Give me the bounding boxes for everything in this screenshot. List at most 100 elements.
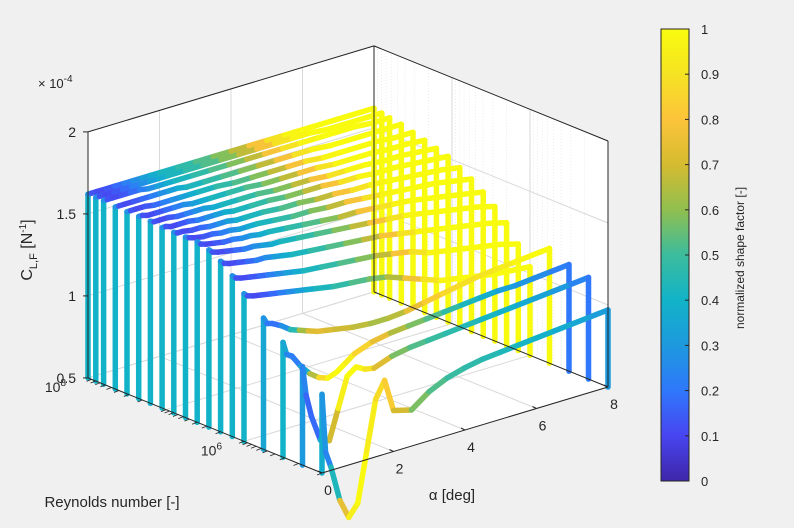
y-minor-tick xyxy=(250,445,257,449)
series-segment xyxy=(332,155,356,167)
series-segment xyxy=(404,137,428,147)
series-segment xyxy=(373,201,397,211)
series-segment xyxy=(248,197,273,209)
series-segment xyxy=(415,145,440,155)
series-segment xyxy=(338,144,363,155)
series-segment xyxy=(219,168,244,180)
colorbar-tick-label: 0.7 xyxy=(701,158,719,173)
y-minor-tick xyxy=(293,463,299,466)
series-segment xyxy=(389,344,413,359)
series-segment xyxy=(254,217,278,227)
series-segment xyxy=(164,167,188,179)
series-segment xyxy=(337,208,361,220)
y-minor-tick xyxy=(246,444,252,447)
series-segment xyxy=(213,179,237,190)
series-segment xyxy=(335,110,359,122)
series-segment xyxy=(320,149,345,161)
series-segment xyxy=(261,175,285,187)
series-segment xyxy=(350,150,374,162)
series-segment xyxy=(210,148,234,160)
series-segment xyxy=(156,164,181,176)
series-segment xyxy=(396,228,420,237)
series-segment xyxy=(237,162,262,174)
series-segment xyxy=(192,153,216,165)
series-segment xyxy=(225,156,250,168)
y-minor-tick xyxy=(279,457,285,461)
series-segment xyxy=(439,282,463,297)
series-segment xyxy=(303,154,327,164)
series-segment xyxy=(348,276,372,286)
x-tick-label: 2 xyxy=(396,461,404,477)
series-segment xyxy=(243,151,268,162)
series-segment xyxy=(439,164,463,173)
series-segment xyxy=(307,244,331,254)
series-segment xyxy=(426,193,451,201)
series-segment xyxy=(349,181,374,193)
series-segment xyxy=(459,295,483,308)
y-minor-tick xyxy=(100,384,106,388)
series-segment xyxy=(444,191,469,199)
series-segment xyxy=(391,161,416,171)
series-segment xyxy=(327,137,351,149)
series-segment xyxy=(200,157,224,168)
series-segment xyxy=(313,227,337,237)
x-tick-mark xyxy=(603,384,609,388)
series-segment xyxy=(303,392,315,420)
y-minor-tick xyxy=(113,390,120,393)
series-segment xyxy=(530,268,554,282)
series-segment xyxy=(333,124,357,136)
series-segment xyxy=(284,188,308,200)
series-segment xyxy=(344,162,368,174)
box-edge xyxy=(373,291,609,388)
y-minor-tick xyxy=(137,399,143,403)
series-line xyxy=(135,137,428,402)
y-minor-tick xyxy=(86,378,92,382)
series-segment xyxy=(374,134,398,145)
series-segment xyxy=(272,213,296,223)
colorbar-tick-label: 0.6 xyxy=(701,203,719,218)
series-segment xyxy=(444,245,468,254)
series-segment xyxy=(355,205,379,215)
series-segment xyxy=(231,174,255,186)
series-segment xyxy=(361,191,385,201)
series-segment xyxy=(264,132,288,144)
x-axis-label: α [deg] xyxy=(429,487,475,504)
series-segment xyxy=(462,189,486,197)
series-segment xyxy=(407,337,431,351)
series-segment xyxy=(296,196,320,206)
series-segment xyxy=(279,140,303,152)
series-line xyxy=(93,110,385,384)
series-segment xyxy=(368,115,393,126)
x-tick-label: 0 xyxy=(324,482,332,498)
series-line xyxy=(299,274,592,468)
series-segment xyxy=(462,356,486,371)
series-segment xyxy=(414,226,438,235)
series-segment xyxy=(403,170,427,181)
y-minor-tick xyxy=(168,412,174,416)
series-segment xyxy=(314,161,339,171)
series-segment xyxy=(219,196,243,208)
series-line xyxy=(206,203,498,430)
series-segment xyxy=(225,184,249,196)
series-segment xyxy=(367,178,392,188)
series-segment xyxy=(408,388,432,413)
x-tick-mark xyxy=(317,470,323,474)
series-line xyxy=(124,129,416,397)
series-segment xyxy=(273,152,297,163)
series-segment xyxy=(332,324,356,333)
y-minor-tick xyxy=(191,421,198,425)
series-segment xyxy=(299,121,324,133)
series-segment xyxy=(308,413,324,443)
series-segment xyxy=(384,274,408,281)
series-segment xyxy=(515,335,540,348)
series-segment xyxy=(343,195,367,205)
series-segment xyxy=(528,245,553,259)
series-segment xyxy=(385,308,410,321)
series-segment xyxy=(450,222,474,231)
series-segment xyxy=(476,288,501,301)
series-segment xyxy=(367,216,391,226)
series-segment xyxy=(174,159,198,171)
y-minor-tick xyxy=(90,380,96,384)
series-segment xyxy=(457,273,481,288)
series-segment xyxy=(468,220,492,229)
